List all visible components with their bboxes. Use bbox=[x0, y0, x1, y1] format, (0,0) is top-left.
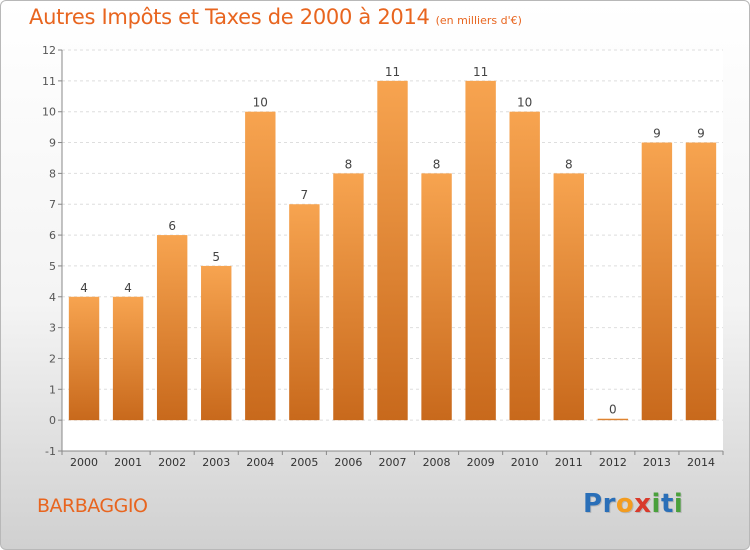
y-tick-label: 7 bbox=[49, 198, 56, 211]
x-tick-label: 2005 bbox=[290, 456, 318, 469]
chart-title: Autres Impôts et Taxes de 2000 à 2014 (en… bbox=[29, 5, 522, 29]
bar bbox=[333, 173, 364, 421]
bar bbox=[68, 296, 100, 421]
bar bbox=[201, 265, 232, 421]
y-tick-label: 9 bbox=[49, 137, 56, 150]
y-tick-label: 8 bbox=[49, 167, 56, 180]
bar-value-label: 4 bbox=[80, 281, 88, 295]
y-tick-label: 2 bbox=[49, 352, 56, 365]
y-tick-label: 1 bbox=[49, 383, 56, 396]
y-tick-label: 10 bbox=[42, 106, 56, 119]
bar bbox=[685, 142, 717, 421]
bar bbox=[245, 111, 276, 421]
bar bbox=[377, 80, 408, 421]
x-tick-label: 2009 bbox=[467, 456, 495, 469]
x-tick-label: 2002 bbox=[158, 456, 186, 469]
y-tick-label: 5 bbox=[49, 260, 56, 273]
bar-value-label: 7 bbox=[301, 188, 309, 202]
logo-letter: t bbox=[660, 489, 674, 519]
bar bbox=[553, 173, 584, 421]
x-tick-label: 2004 bbox=[246, 456, 274, 469]
bar-value-label: 6 bbox=[168, 219, 176, 233]
x-tick-label: 2000 bbox=[70, 456, 98, 469]
x-tick-label: 2006 bbox=[334, 456, 362, 469]
bar bbox=[641, 142, 673, 421]
x-tick-label: 2007 bbox=[379, 456, 407, 469]
bar-value-label: 8 bbox=[565, 157, 573, 171]
bar-value-label: 11 bbox=[473, 65, 488, 79]
place-name: BARBAGGIO bbox=[37, 495, 148, 517]
logo-letter: P bbox=[583, 489, 603, 519]
bar-value-label: 5 bbox=[212, 250, 220, 264]
y-tick-label: 4 bbox=[49, 291, 56, 304]
bar bbox=[509, 111, 540, 421]
bar-value-label: 4 bbox=[124, 281, 132, 295]
x-tick-label: 2008 bbox=[423, 456, 451, 469]
logo-letter: o bbox=[615, 489, 635, 519]
chart-unit-note: (en milliers d'€) bbox=[435, 14, 522, 27]
x-tick-label: 2010 bbox=[511, 456, 539, 469]
x-tick-label: 2013 bbox=[643, 456, 671, 469]
bar bbox=[289, 204, 320, 421]
bar-value-label: 9 bbox=[697, 127, 705, 141]
y-tick-label: 3 bbox=[49, 322, 56, 335]
logo-letter: r bbox=[602, 489, 616, 519]
proxiti-logo: Proxiti bbox=[583, 489, 683, 519]
bar-value-label: 0 bbox=[609, 403, 617, 417]
x-tick-label: 2003 bbox=[202, 456, 230, 469]
bar-value-label: 9 bbox=[653, 127, 661, 141]
y-tick-label: 6 bbox=[49, 229, 56, 242]
bar bbox=[156, 235, 188, 421]
bar bbox=[112, 296, 144, 421]
bar bbox=[421, 173, 452, 421]
logo-letter: x bbox=[634, 489, 652, 519]
bar-value-label: 11 bbox=[385, 65, 400, 79]
y-tick-label: 12 bbox=[42, 44, 56, 57]
x-tick-label: 2011 bbox=[555, 456, 583, 469]
logo-letter: i bbox=[673, 489, 684, 519]
bar-value-label: 10 bbox=[253, 96, 268, 110]
logo-letter: i bbox=[651, 489, 661, 519]
bar-value-label: 8 bbox=[433, 157, 441, 171]
bar bbox=[465, 80, 496, 421]
y-tick-label: 0 bbox=[49, 414, 56, 427]
y-tick-label: 11 bbox=[42, 75, 56, 88]
x-tick-label: 2012 bbox=[599, 456, 627, 469]
y-tick-label: -1 bbox=[45, 445, 56, 458]
bar-value-label: 8 bbox=[345, 157, 353, 171]
chart-title-main: Autres Impôts et Taxes de 2000 à 2014 bbox=[29, 5, 430, 29]
bar bbox=[597, 418, 629, 421]
bar-value-label: 10 bbox=[517, 96, 532, 110]
x-tick-label: 2001 bbox=[114, 456, 142, 469]
x-tick-label: 2014 bbox=[687, 456, 715, 469]
